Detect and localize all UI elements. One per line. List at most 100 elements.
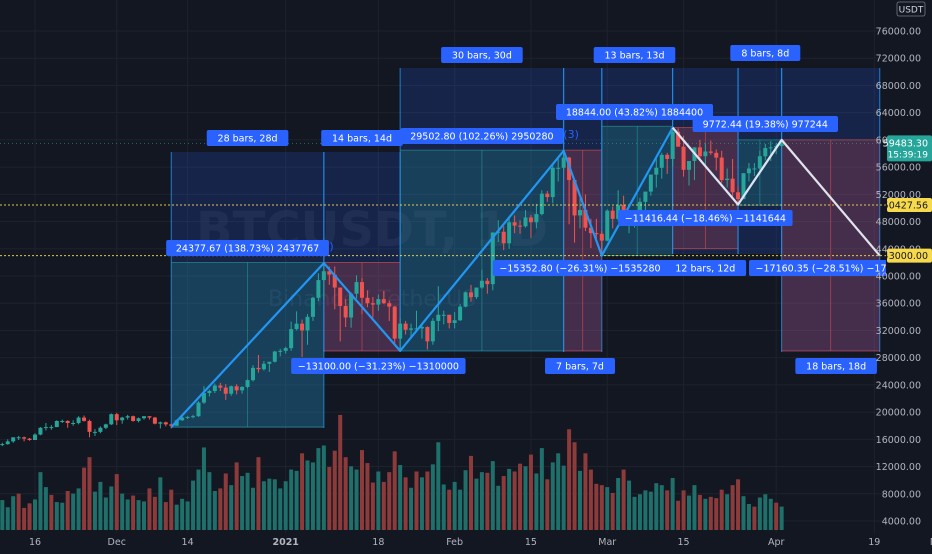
volume-bar: [572, 442, 577, 530]
candle-body: [425, 327, 430, 342]
measurement-price-label: −13100.00 (−31.23%) −1310000: [298, 362, 459, 373]
volume-bar: [131, 495, 136, 530]
volume-bar: [349, 466, 354, 530]
measurement-price-label: 29502.80 (102.26%) 2950280: [410, 132, 553, 143]
candle-body: [714, 152, 719, 158]
volume-bar: [736, 479, 741, 530]
time-axis[interactable]: 16Dec14202118Feb15Mar15Apr19May17Jun: [0, 533, 932, 550]
volume-bar: [212, 491, 217, 530]
candle-body: [114, 414, 119, 421]
volume-bar: [251, 487, 255, 530]
volume-bar: [136, 500, 141, 530]
wave-label: (3): [563, 128, 579, 141]
volume-bar: [338, 414, 343, 530]
measurement-bars-label: 8 bars, 8d: [741, 49, 789, 60]
volume-bar: [82, 467, 87, 530]
candle-body: [441, 314, 446, 316]
candle-body: [256, 367, 261, 370]
volume-bar: [534, 473, 539, 530]
volume-bar: [567, 429, 572, 530]
candle-body: [234, 386, 239, 391]
candle-body: [687, 160, 691, 170]
volume-bar: [152, 496, 157, 530]
price-tick-label: 4000.00: [882, 517, 921, 528]
volume-bar: [256, 457, 261, 530]
candle-body: [267, 361, 272, 364]
candle-body: [316, 280, 321, 298]
volume-bar: [501, 476, 506, 530]
volume-bar: [670, 478, 675, 530]
time-tick-label: May: [930, 537, 932, 548]
candle-body: [125, 416, 130, 418]
measurement-price-label-bg: [291, 358, 466, 374]
candle-body: [76, 417, 81, 423]
volume-bar: [452, 481, 457, 530]
candle-body: [136, 418, 141, 421]
candle-body: [158, 422, 163, 424]
volume-bar: [654, 483, 659, 530]
measurement-price-label-bg: [748, 260, 924, 276]
candle-body: [92, 431, 97, 433]
candle-body: [191, 416, 196, 418]
volume-bar: [441, 484, 446, 530]
volume-bar: [354, 469, 359, 530]
measurement-price-label-bg: [400, 128, 564, 144]
volume-bar: [360, 450, 364, 530]
volume-bar: [38, 472, 43, 530]
candle-body: [458, 306, 463, 321]
candle-body: [201, 393, 206, 403]
candle-body: [87, 420, 92, 432]
volume-bar: [463, 470, 468, 530]
candle-body: [763, 148, 768, 157]
volume-bar: [365, 463, 370, 530]
price-axis[interactable]: USDT 4000.00 8000.00 12000.00 16000.00 20000…: [876, 0, 932, 550]
volume-bar: [528, 454, 533, 530]
volume-bar: [665, 490, 670, 530]
volume-bar: [725, 494, 730, 530]
price-tick-label: 28000.00: [876, 353, 921, 364]
candle-body: [321, 271, 326, 281]
measurement-price-label-bg: [492, 260, 668, 276]
candle-body: [169, 424, 174, 426]
volume-bar: [550, 462, 555, 530]
volume-bar: [381, 481, 386, 530]
volume-bar: [316, 448, 321, 530]
volume-bar: [185, 501, 190, 530]
volume-bar: [16, 493, 21, 530]
price-tick-label: 36000.00: [876, 299, 921, 310]
volume-bar: [676, 500, 681, 530]
volume-bar: [87, 457, 92, 530]
candle-body: [469, 292, 473, 298]
candle-body: [60, 420, 65, 422]
candle-body: [485, 280, 490, 285]
volume-bar: [33, 499, 37, 530]
price-tick-label: 72000.00: [876, 54, 921, 65]
candle-body: [752, 168, 757, 170]
volume-bar: [98, 481, 103, 530]
candle-body: [22, 437, 27, 439]
time-tick-label: 19: [868, 537, 880, 548]
volume-bar: [779, 506, 784, 530]
volume-bar: [479, 472, 484, 530]
volume-bar: [539, 448, 544, 530]
candle-body: [33, 434, 37, 441]
price-tick-label: 16000.00: [876, 435, 921, 446]
candle-body: [278, 350, 283, 352]
time-tick-label: 2021: [272, 537, 298, 548]
candle-body: [676, 131, 681, 147]
candle-body: [343, 305, 348, 318]
candle-body: [272, 351, 277, 362]
price-tick-label: 24000.00: [876, 380, 921, 391]
candle-body: [147, 416, 152, 418]
candle-body: [196, 402, 201, 417]
candle-body: [479, 280, 484, 288]
volume-bar: [518, 463, 523, 530]
measurement-bars-label-bg: [441, 47, 523, 63]
volume-bar: [234, 462, 239, 530]
candle-body: [327, 271, 332, 275]
candle-body: [174, 420, 179, 426]
currency-badge[interactable]: [896, 1, 926, 17]
candle-body: [561, 157, 566, 168]
